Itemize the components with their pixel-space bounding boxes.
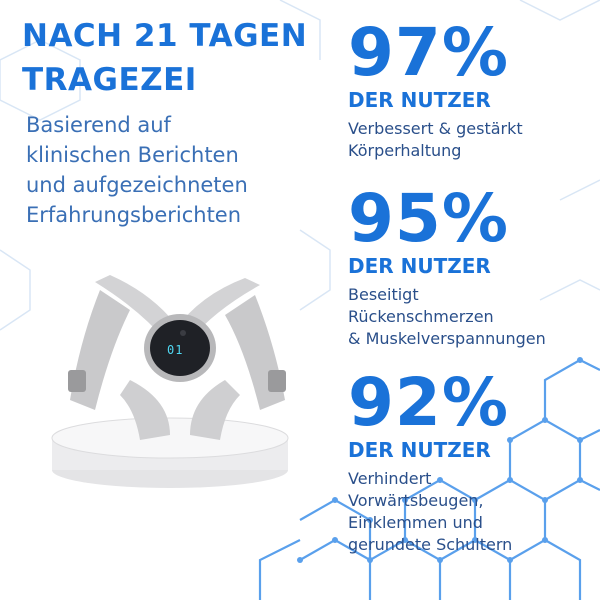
stat-description-line: Verhindert (348, 469, 432, 488)
headline: NACH 21 TAGEN TRAGEZEI (22, 14, 342, 102)
stat-block-1: 97% DER NUTZER Verbessert & gestärkt Kör… (348, 20, 598, 162)
headline-line-1: NACH 21 TAGEN (22, 18, 308, 54)
source-note-line-1: Basierend auf (26, 113, 171, 137)
stat-label: DER NUTZER (348, 438, 491, 462)
stat-description-line: Vorwärtsbeugen, (348, 491, 484, 510)
source-note-line-3: und aufgezeichneten (26, 173, 248, 197)
stat-percent: 97% (348, 14, 509, 91)
stat-percent: 95% (348, 180, 509, 257)
stat-description: Verbessert & gestärkt Körperhaltung (348, 118, 598, 162)
stat-description-line: Verbessert & gestärkt (348, 119, 523, 138)
stat-block-2: 95% DER NUTZER Beseitigt Rückenschmerzen… (348, 186, 598, 350)
stat-description-line: Beseitigt (348, 285, 419, 304)
source-note-line-2: klinischen Berichten (26, 143, 239, 167)
stat-percent: 92% (348, 364, 509, 441)
device-display: 01 (167, 343, 184, 357)
stat-label: DER NUTZER (348, 88, 491, 112)
stat-description: Beseitigt Rückenschmerzen & Muskelverspa… (348, 284, 598, 350)
stat-block-3: 92% DER NUTZER Verhindert Vorwärtsbeugen… (348, 370, 598, 556)
posture-corrector-device-icon (51, 275, 289, 488)
source-note-line-4: Erfahrungsberichten (26, 203, 242, 227)
source-note: Basierend auf klinischen Berichten und a… (26, 110, 326, 230)
stat-label: DER NUTZER (348, 254, 491, 278)
headline-line-2: TRAGEZEI (22, 62, 197, 98)
stat-description-line: gerundete Schultern (348, 535, 513, 554)
stat-description-line: & Muskelverspannungen (348, 329, 546, 348)
stat-description-line: Körperhaltung (348, 141, 462, 160)
stat-description-line: Rückenschmerzen (348, 307, 494, 326)
stat-description: Verhindert Vorwärtsbeugen, Einklemmen un… (348, 468, 598, 556)
stat-description-line: Einklemmen und (348, 513, 483, 532)
